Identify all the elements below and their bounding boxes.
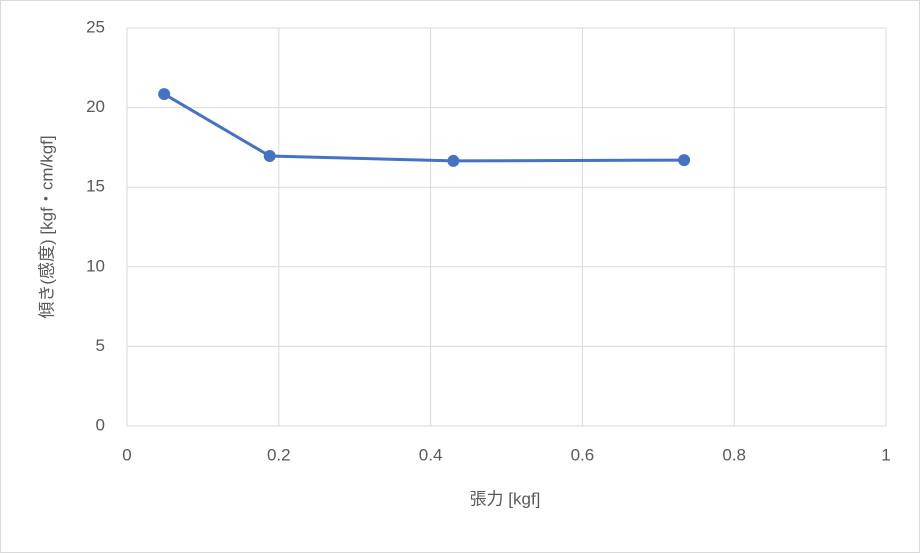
point [447,154,460,167]
x-tick-label: 1 [881,445,890,464]
y-tick-label: 10 [86,256,105,275]
point [678,154,691,167]
x-tick-label: 0 [122,445,131,464]
point [158,88,171,101]
x-tick-label: 0.8 [722,445,746,464]
y-tick-label: 25 [86,17,105,36]
line [163,92,685,163]
x-tick-label: 0.2 [267,445,291,464]
y-tick-label: 20 [86,97,105,116]
x-tick-label: 0.4 [419,445,443,464]
y-tick-label: 15 [86,177,105,196]
y-tick-label: 0 [96,415,105,434]
x-axis-label: 張力 [kgf] [470,489,541,508]
y-tick-label: 5 [96,336,105,355]
y-axis-label: 傾き(感度) [kgf・cm/kgf] [37,135,56,318]
point [263,149,276,162]
x-tick-label: 0.6 [571,445,595,464]
